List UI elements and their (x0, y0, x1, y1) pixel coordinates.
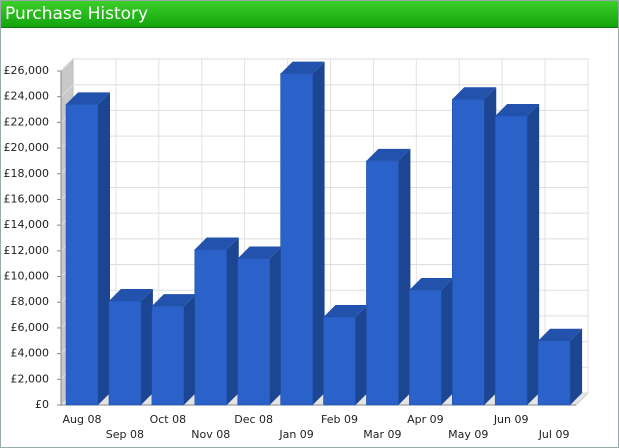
y-tick-label: £20,000 (4, 141, 50, 154)
x-tick-label: May 09 (448, 428, 488, 441)
bar-top (409, 278, 454, 291)
y-tick-label: £14,000 (4, 218, 50, 231)
x-tick-label: Oct 08 (150, 413, 187, 426)
bar (494, 115, 528, 406)
bar-top (194, 237, 239, 250)
bar-top (323, 305, 368, 318)
bar-side (98, 92, 110, 406)
bar-top (366, 148, 411, 161)
bar-top (108, 288, 153, 301)
x-tick-label: Sep 08 (106, 428, 144, 441)
x-tick-label: Aug 08 (63, 413, 102, 426)
bar (366, 160, 399, 406)
chart-title: Purchase History (1, 1, 618, 28)
x-tick-label: Apr 09 (407, 413, 444, 426)
grid-line (60, 84, 588, 98)
bar-side (484, 87, 497, 405)
y-tick-label: £22,000 (4, 115, 50, 128)
y-tick-label: £8,000 (11, 295, 50, 308)
bar-side (183, 294, 196, 405)
bar-top (66, 92, 110, 105)
bar-top (151, 294, 196, 307)
y-tick-label: £26,000 (4, 64, 50, 77)
y-tick-label: £0 (35, 398, 49, 411)
bar (108, 300, 142, 406)
bar-side (570, 328, 583, 405)
bar-side (140, 288, 153, 405)
x-tick-label: Feb 09 (321, 413, 358, 426)
bar (65, 104, 99, 406)
x-tick-label: Mar 09 (363, 428, 401, 441)
bar (280, 73, 313, 406)
x-tick-label: Jul 09 (538, 428, 570, 441)
bar-top (495, 103, 540, 116)
y-tick-label: £18,000 (4, 167, 50, 180)
x-tick-label: Jun 09 (493, 413, 529, 426)
chart: £0 £2,000 £4,000 £6,000 £8,000 £10,000 £12,000… (4, 57, 590, 441)
y-tick-label: £6,000 (11, 321, 50, 334)
bar-side (398, 148, 411, 405)
bar-top (237, 246, 282, 259)
bar-side (527, 103, 540, 405)
x-tick-label: Jan 09 (278, 428, 313, 441)
bar-side (441, 278, 454, 405)
bar-side (226, 237, 239, 405)
y-tick-label: £24,000 (4, 90, 50, 103)
bar-top (280, 61, 325, 74)
bar (537, 340, 571, 406)
grid-line (60, 58, 588, 72)
bar-top (538, 328, 583, 341)
bar (323, 316, 356, 406)
x-tick-label: Dec 08 (234, 413, 273, 426)
bar-side (269, 246, 282, 405)
y-tick-label: £2,000 (11, 372, 50, 385)
bar (237, 258, 270, 406)
y-tick-label: £10,000 (4, 270, 50, 283)
bar-side (312, 61, 325, 406)
x-tick-label: Nov 08 (191, 428, 230, 441)
bar (194, 249, 227, 406)
y-tick-label: £4,000 (11, 347, 50, 360)
bar (452, 99, 485, 406)
bar (409, 289, 442, 406)
bar-top (452, 87, 497, 100)
bar (151, 305, 185, 406)
y-tick-label: £16,000 (4, 192, 50, 205)
y-tick-label: £12,000 (4, 244, 50, 257)
bar-side (355, 305, 368, 405)
